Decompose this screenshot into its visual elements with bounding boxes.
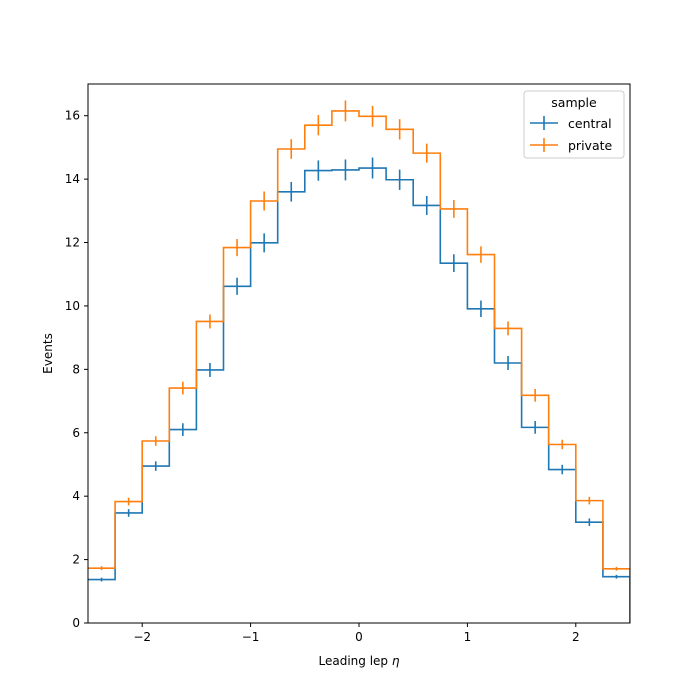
series-private <box>88 100 630 623</box>
y-axis-label: Events <box>41 333 55 374</box>
y-tick-label: 14 <box>65 172 80 186</box>
series-private-step-line <box>88 110 630 623</box>
x-axis-label: Leading lep η <box>319 654 400 668</box>
legend-entry-private: private <box>530 138 613 153</box>
y-axis: 0 2 4 6 8 10 12 14 16 <box>65 109 88 630</box>
y-tick-label: 2 <box>72 553 80 567</box>
legend-entries: central private <box>530 116 613 153</box>
legend-frame <box>523 90 625 159</box>
x-axis-label-text: Leading lep <box>319 654 392 668</box>
x-tick-label: 2 <box>572 630 580 644</box>
x-tick-label: −2 <box>133 630 151 644</box>
x-axis: −2 −1 0 1 2 <box>133 623 580 644</box>
x-tick-label: 1 <box>464 630 472 644</box>
y-tick-label: 12 <box>65 236 80 250</box>
y-tick-label: 10 <box>65 299 80 313</box>
y-tick-label: 8 <box>72 362 80 376</box>
y-tick-label: 6 <box>72 426 80 440</box>
y-tick-label: 16 <box>65 109 80 123</box>
x-tick-label: −1 <box>242 630 260 644</box>
legend-label: private <box>568 138 613 153</box>
legend-entry-central: central <box>530 116 612 131</box>
legend-title: sample <box>551 95 597 110</box>
legend: sample central private <box>523 90 625 159</box>
legend-label: central <box>568 116 612 131</box>
y-tick-label: 4 <box>72 489 80 503</box>
x-axis-label-symbol: η <box>392 654 400 668</box>
x-tick-label: 0 <box>355 630 363 644</box>
series-layer <box>88 100 630 623</box>
y-tick-label: 0 <box>72 616 80 630</box>
